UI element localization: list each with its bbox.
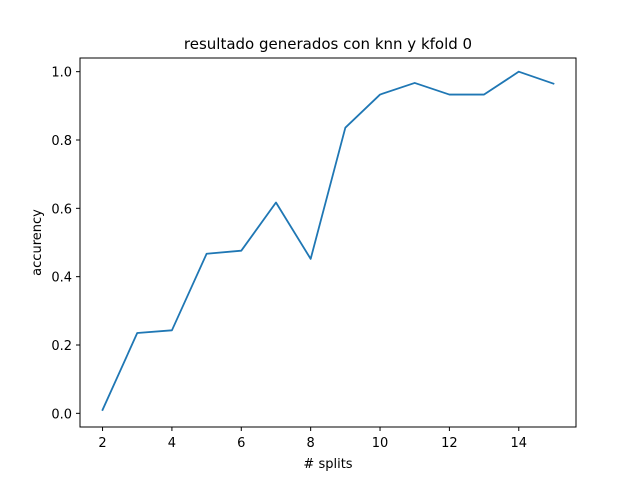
x-tick-label: 4 (168, 436, 176, 451)
y-tick-label: 0.4 (51, 271, 72, 286)
y-axis-ticks: 0.0 0.2 0.4 0.6 0.8 1.0 (51, 66, 80, 422)
x-tick-label: 8 (307, 436, 315, 451)
series-layer (101, 70, 555, 412)
x-tick-label: 14 (510, 436, 527, 451)
x-tick-label: 6 (237, 436, 245, 451)
y-tick-label: 0.8 (51, 134, 72, 149)
plot-area-frame (79, 57, 577, 428)
y-axis-title: accurency (30, 209, 45, 276)
x-tick-label: 2 (98, 436, 106, 451)
x-axis-ticks: 2 4 6 8 10 12 14 (98, 427, 527, 451)
x-tick-label: 12 (441, 436, 458, 451)
y-tick-label: 0.0 (51, 407, 72, 422)
y-tick-label: 0.2 (51, 339, 72, 354)
y-tick-label: 1.0 (51, 66, 72, 81)
x-axis-title: # splits (303, 457, 352, 472)
y-tick-label: 0.6 (51, 202, 72, 217)
x-tick-label: 10 (372, 436, 389, 451)
series-line (101, 70, 555, 412)
chart-title: resultado generados con knn y kfold 0 (184, 35, 472, 53)
